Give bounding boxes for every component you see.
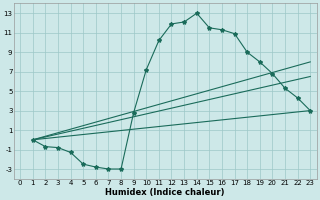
X-axis label: Humidex (Indice chaleur): Humidex (Indice chaleur)	[106, 188, 225, 197]
